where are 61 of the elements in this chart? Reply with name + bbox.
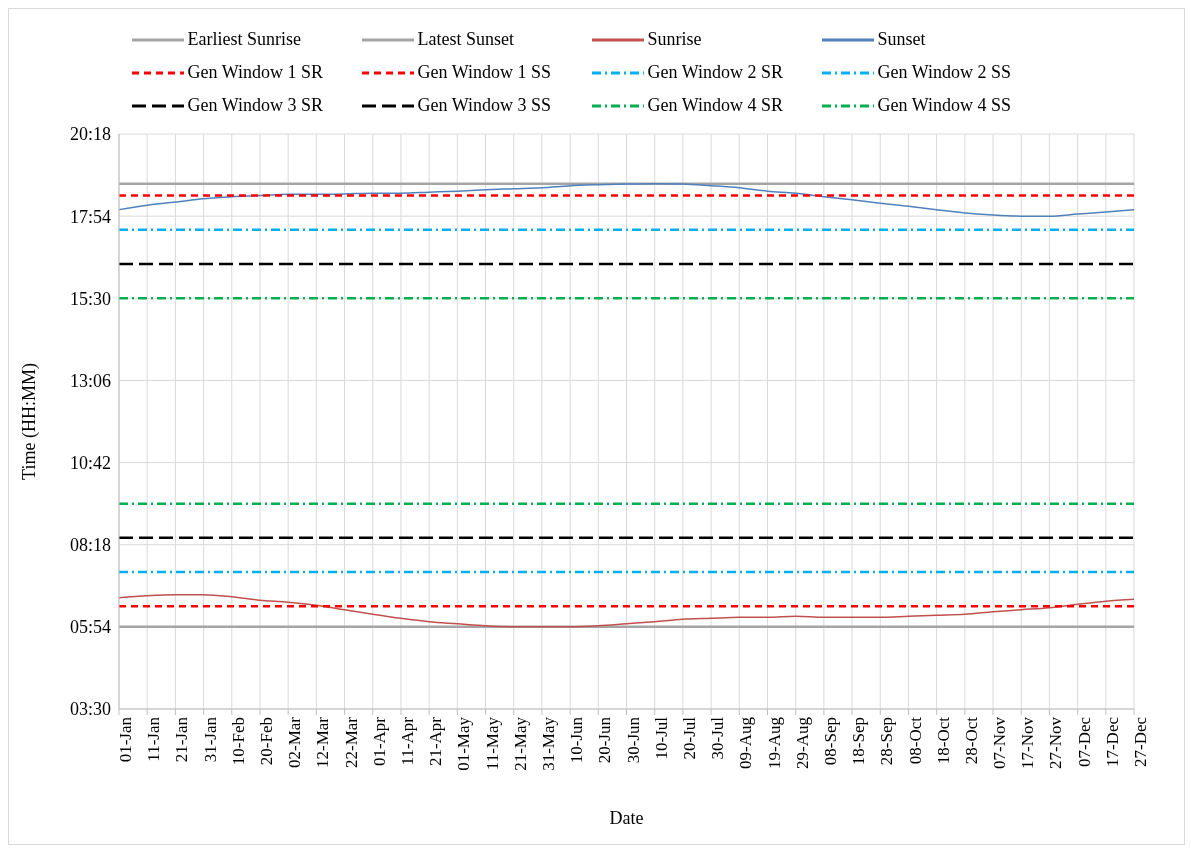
x-tick-label: 17-Dec xyxy=(1102,716,1122,768)
legend-label: Gen Window 4 SS xyxy=(877,95,1011,116)
x-tick-label: 20-Feb xyxy=(257,717,277,766)
x-tick-label: 18-Oct xyxy=(933,716,953,765)
x-tick-label: 29-Aug xyxy=(792,716,812,769)
y-tick-label: 05:54 xyxy=(69,617,111,638)
y-tick-label: 13:06 xyxy=(69,370,111,391)
x-tick-label: 11-Apr xyxy=(398,716,418,766)
x-tick-label: 22-Mar xyxy=(341,716,361,768)
x-tick-label: 27-Nov xyxy=(1046,716,1066,769)
legend-label: Gen Window 2 SR xyxy=(647,62,783,83)
legend-label: Gen Window 1 SR xyxy=(187,62,323,83)
legend-label: Earliest Sunrise xyxy=(187,29,301,50)
x-tick-label: 11-Jan xyxy=(144,716,164,762)
x-tick-label: 28-Oct xyxy=(961,716,981,765)
x-tick-label: 10-Feb xyxy=(228,717,248,766)
x-axis-title: Date xyxy=(609,808,644,828)
x-tick-label: 12-Mar xyxy=(313,716,333,768)
y-tick-label: 10:42 xyxy=(69,452,111,473)
y-tick-label: 08:18 xyxy=(69,535,111,556)
y-tick-label: 17:54 xyxy=(69,206,111,227)
x-tick-label: 17-Nov xyxy=(1018,716,1038,769)
x-tick-label: 28-Sep xyxy=(877,717,897,766)
x-tick-label: 30-Jul xyxy=(708,716,728,760)
x-tick-label: 18-Sep xyxy=(849,717,869,766)
legend-label: Gen Window 2 SS xyxy=(877,62,1011,83)
x-tick-label: 27-Dec xyxy=(1131,716,1151,768)
legend-label: Gen Window 1 SS xyxy=(417,62,551,83)
legend-label: Sunset xyxy=(877,29,926,50)
x-tick-label: 21-Apr xyxy=(426,716,446,767)
y-tick-label: 20:18 xyxy=(69,124,111,145)
y-axis-title: Time (HH:MM) xyxy=(19,363,41,480)
x-tick-label: 09-Aug xyxy=(736,716,756,769)
y-tick-label: 15:30 xyxy=(69,288,111,309)
legend-label: Gen Window 4 SR xyxy=(647,95,783,116)
x-tick-label: 01-Jan xyxy=(116,716,136,763)
x-tick-label: 08-Oct xyxy=(905,716,925,765)
line-series xyxy=(118,593,1135,628)
x-tick-label: 10-Jul xyxy=(651,716,671,760)
x-tick-label: 21-May xyxy=(510,716,530,771)
y-tick-label: 03:30 xyxy=(69,699,111,720)
x-tick-label: 01-Apr xyxy=(369,716,389,767)
x-tick-label: 21-Jan xyxy=(172,716,192,763)
x-tick-label: 20-Jul xyxy=(679,716,699,760)
x-tick-label: 02-Mar xyxy=(285,716,305,768)
x-tick-label: 30-Jun xyxy=(623,716,643,764)
legend-label: Sunrise xyxy=(647,29,702,50)
x-tick-label: 08-Sep xyxy=(820,717,840,766)
legend-label: Gen Window 3 SR xyxy=(187,95,323,116)
x-tick-label: 10-Jun xyxy=(567,716,587,764)
x-tick-label: 19-Aug xyxy=(764,716,784,769)
x-tick-label: 20-Jun xyxy=(595,716,615,764)
line-series xyxy=(118,182,1135,217)
x-tick-label: 07-Nov xyxy=(990,716,1010,769)
x-tick-label: 31-Jan xyxy=(200,716,220,763)
x-tick-label: 07-Dec xyxy=(1074,716,1094,768)
x-tick-label: 31-May xyxy=(538,716,558,771)
x-tick-label: 01-May xyxy=(454,716,474,771)
legend-label: Gen Window 3 SS xyxy=(417,95,551,116)
x-tick-label: 11-May xyxy=(482,716,502,771)
legend-label: Latest Sunset xyxy=(417,29,514,50)
